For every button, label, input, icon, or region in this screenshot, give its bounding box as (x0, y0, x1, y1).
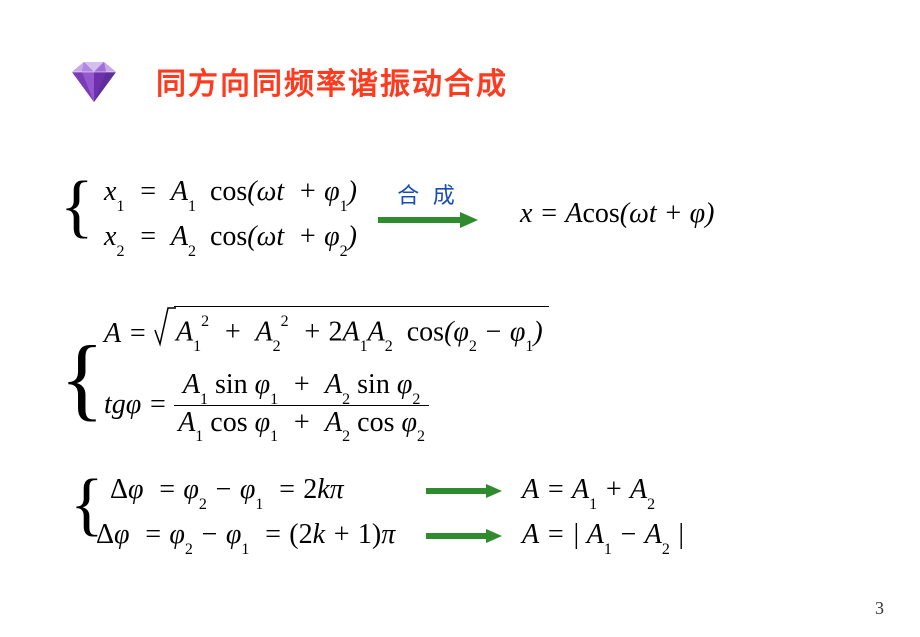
diamond-icon (62, 58, 126, 104)
slide-title: 同方向同频率谐振动合成 (156, 59, 508, 103)
equation-case-odd: Δφ = φ2 − φ1 = (2k + 1)π A = | A1 − A2 | (96, 513, 685, 558)
page-number: 3 (875, 598, 884, 619)
equation-block-3: { Δφ = φ2 − φ1 = 2kπ A = A1 + A2 Δφ (70, 468, 685, 558)
equation-case-even: Δφ = φ2 − φ1 = 2kπ A = A1 + A2 (110, 468, 685, 513)
equation-tangent: tgφ = A1 sin φ1 + A2 sin φ2 A1 cos φ1 + … (104, 368, 549, 443)
equation-result: x = Acos(ωt + φ) (520, 192, 714, 237)
brace-icon: { (60, 172, 94, 242)
arrow-icon (378, 212, 478, 228)
equation-x1: x1 = A1 cos(ωt + φ1) (104, 170, 357, 215)
title-row: 同方向同频率谐振动合成 (62, 58, 508, 104)
equation-block-1: { x1 = A1 cos(ωt + φ1) x2 = A2 cos(ωt + … (60, 170, 357, 260)
arrow-icon (426, 484, 502, 498)
equation-amplitude: A = A12 + A22 + 2A1A2 cos(φ2 − φ1) (104, 306, 549, 362)
equation-block-2: { A = A12 + A22 + 2A1A2 cos(φ2 − φ1) (60, 306, 549, 442)
arrow-label-combine: 合 成 (397, 178, 459, 210)
equation-x2: x2 = A2 cos(ωt + φ2) (104, 215, 357, 260)
arrow-icon (426, 529, 502, 543)
brace-icon: { (60, 332, 104, 424)
brace-icon: { (70, 470, 104, 540)
combine-arrow-block: 合 成 (378, 178, 478, 228)
